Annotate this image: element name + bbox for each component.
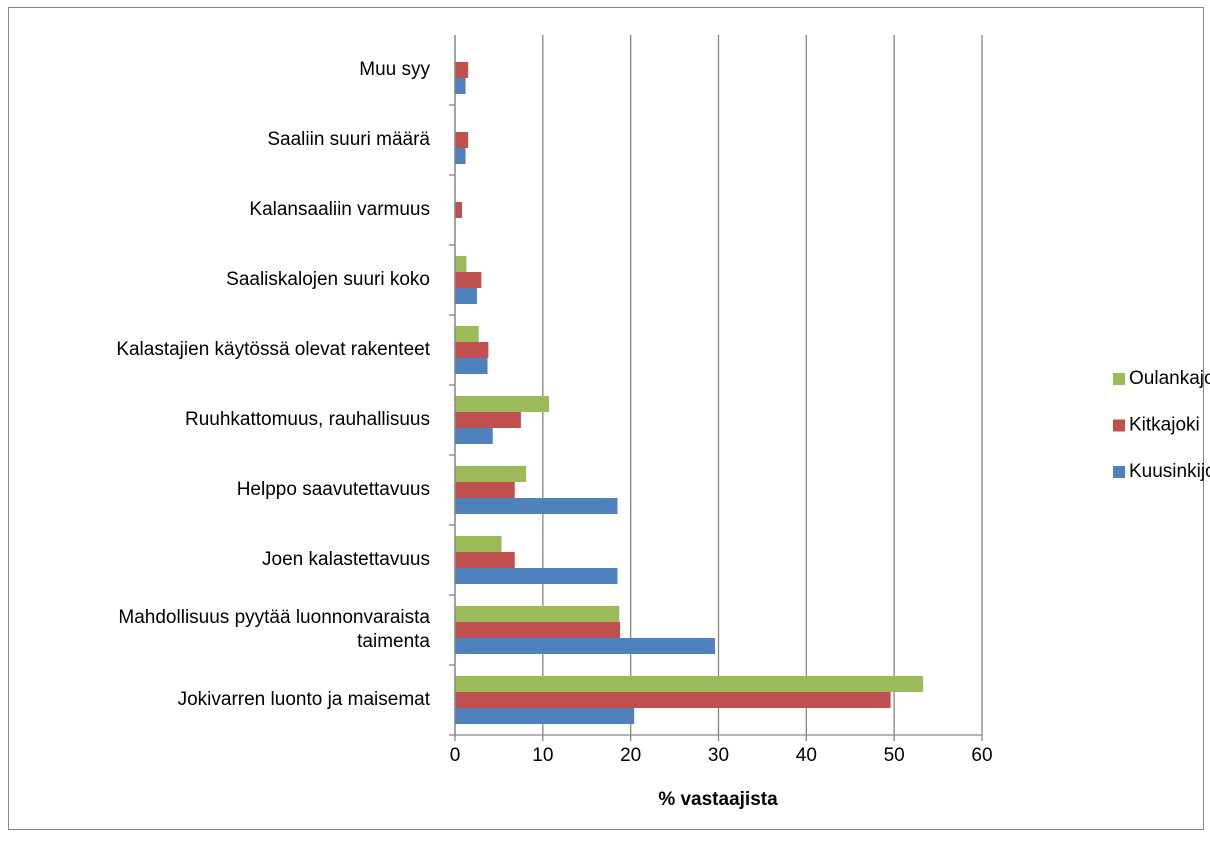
bar [455, 272, 482, 288]
bar [455, 536, 502, 552]
bar [455, 692, 891, 708]
x-axis-label: % vastaajista [658, 789, 778, 810]
x-tick-label: 0 [450, 745, 461, 766]
x-tick-label: 20 [620, 745, 641, 766]
y-tick-label: Saaliin suuri määrä [267, 129, 430, 150]
bar [455, 552, 515, 568]
bar [455, 498, 618, 514]
y-tick-label: Kalastajien käytössä olevat rakenteet [116, 339, 430, 360]
x-tick-label: 40 [796, 745, 817, 766]
y-tick-label: Joen kalastettavuus [262, 549, 430, 570]
bar [455, 708, 635, 724]
bar [455, 342, 489, 358]
bar [455, 288, 477, 304]
bar [455, 482, 515, 498]
bar [455, 256, 467, 272]
x-tick-label: 50 [884, 745, 905, 766]
legend-swatch [1113, 373, 1125, 385]
y-tick-label: Ruuhkattomuus, rauhallisuus [185, 409, 430, 430]
x-tick-label: 60 [971, 745, 992, 766]
bar [455, 326, 479, 342]
bar [455, 148, 466, 164]
legend-label: Kuusinkijoki [1129, 461, 1210, 482]
bar [455, 132, 469, 148]
bar [455, 62, 469, 78]
y-tick-label: Kalansaaliin varmuus [249, 199, 430, 220]
legend-swatch [1113, 466, 1125, 478]
legend-label: Kitkajoki [1129, 415, 1200, 436]
bar [455, 78, 466, 94]
y-tick-label: Helppo saavutettavuus [237, 479, 430, 500]
bar [455, 622, 621, 638]
x-tick-label: 10 [532, 745, 553, 766]
bar [455, 676, 924, 692]
legend-swatch [1113, 419, 1125, 432]
legend-label: Oulankajoki [1129, 368, 1210, 389]
bar [455, 202, 463, 218]
y-tick-label: Jokivarren luonto ja maisemat [178, 689, 431, 710]
bar [455, 606, 620, 622]
bar [455, 412, 521, 428]
y-tick-label: Saaliskalojen suuri koko [226, 269, 430, 290]
bar [455, 396, 549, 412]
x-tick-label: 30 [708, 745, 729, 766]
bar [455, 568, 618, 584]
bar [455, 466, 527, 482]
bar [455, 428, 493, 444]
bar [455, 638, 715, 654]
bar [455, 358, 488, 374]
y-tick-label: Muu syy [359, 59, 430, 80]
y-tick-label: Mahdollisuus pyytää luonnonvaraista taime… [118, 607, 430, 652]
